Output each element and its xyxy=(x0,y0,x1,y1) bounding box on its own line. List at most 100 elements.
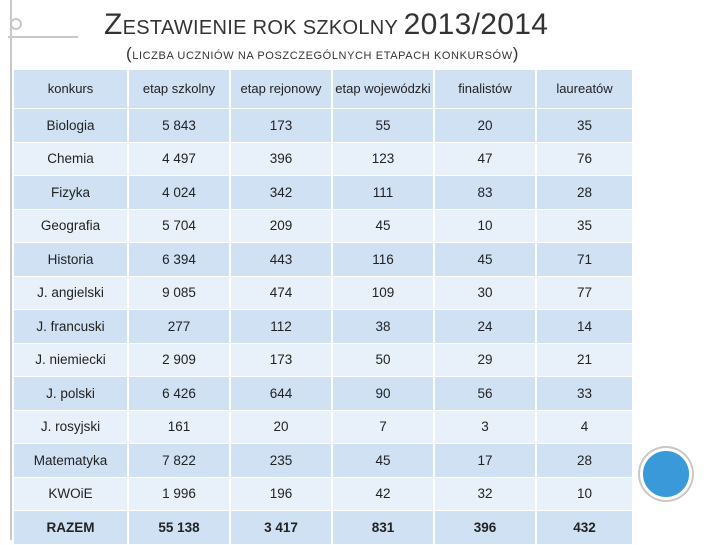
table-cell-value: 56 xyxy=(434,376,537,411)
table-cell-value: 209 xyxy=(230,209,333,243)
table-cell-value: 1 996 xyxy=(128,477,231,511)
top-decor-line xyxy=(8,36,78,38)
table-cell-value: 29 xyxy=(434,343,537,377)
table-cell-value: 10 xyxy=(536,477,634,511)
table-cell-label: RAZEM xyxy=(14,510,129,545)
table-total-row: RAZEM 55 138 3 417 831 396 432 xyxy=(14,510,634,545)
table-cell-value: 33 xyxy=(536,376,634,411)
table-cell-value: 6 394 xyxy=(128,242,231,277)
table-cell-value: 277 xyxy=(128,309,231,344)
table-cell-value: 55 xyxy=(332,108,435,143)
table-row: Biologia 5 843 173 55 20 35 xyxy=(14,108,634,143)
table-cell-value: 76 xyxy=(536,142,634,176)
table-cell-value: 5 843 xyxy=(128,108,231,143)
table-cell-value: 45 xyxy=(434,242,537,277)
table-cell-value: 831 xyxy=(332,510,435,545)
table-cell-value: 196 xyxy=(230,477,333,511)
title-first-letter: Z xyxy=(104,8,123,41)
table-cell-value: 20 xyxy=(230,410,333,444)
table-cell-value: 20 xyxy=(434,108,537,143)
table-cell-value: 4 497 xyxy=(128,142,231,176)
table-body: Biologia 5 843 173 55 20 35 Chemia 4 497 396 123 4… xyxy=(14,108,634,545)
table-cell-label: Historia xyxy=(14,242,129,277)
table-row: J. polski 6 426 644 90 56 33 xyxy=(14,376,634,411)
table-cell-label: Matematyka xyxy=(14,443,129,478)
table-row: Geografia 5 704 209 45 10 35 xyxy=(14,209,634,243)
page-subtitle: (LICZBA UCZNIÓW NA POSZCZEGÓLNYCH ETAPAC… xyxy=(126,44,519,64)
table-header-row: konkurs etap szkolny etap rejonowy etap … xyxy=(14,70,634,109)
header-etap-wojewodzki: etap wojewódzki xyxy=(332,70,435,109)
page-title: ZESTAWIENIE ROK SZKOLNY 2013/2014 xyxy=(104,8,548,42)
table-cell-value: 7 822 xyxy=(128,443,231,478)
table-cell-value: 644 xyxy=(230,376,333,411)
table-cell-label: J. angielski xyxy=(14,276,129,310)
decor-circle-icon xyxy=(10,18,22,30)
table-cell-value: 17 xyxy=(434,443,537,478)
table-cell-label: J. francuski xyxy=(14,309,129,344)
table-cell-value: 7 xyxy=(332,410,435,444)
title-year: 2013/2014 xyxy=(403,8,549,41)
table-cell-value: 45 xyxy=(332,443,435,478)
table-cell-value: 55 138 xyxy=(128,510,231,545)
table-cell-value: 396 xyxy=(434,510,537,545)
table-cell-value: 173 xyxy=(230,343,333,377)
table-cell-value: 109 xyxy=(332,276,435,310)
header-finalistow: finalistów xyxy=(434,70,537,109)
table-cell-value: 21 xyxy=(536,343,634,377)
table-cell-value: 111 xyxy=(332,175,435,210)
table-cell-value: 14 xyxy=(536,309,634,344)
table-cell-value: 474 xyxy=(230,276,333,310)
table-row: Chemia 4 497 396 123 47 76 xyxy=(14,142,634,176)
table-cell-label: Biologia xyxy=(14,108,129,143)
table-cell-label: Chemia xyxy=(14,142,129,176)
table-cell-value: 28 xyxy=(536,443,634,478)
table-cell-value: 35 xyxy=(536,209,634,243)
table-cell-value: 116 xyxy=(332,242,435,277)
table-cell-label: J. polski xyxy=(14,376,129,411)
table-cell-value: 3 xyxy=(434,410,537,444)
table-row: J. rosyjski 161 20 7 3 4 xyxy=(14,410,634,444)
table-cell-value: 2 909 xyxy=(128,343,231,377)
decor-blue-circle-icon xyxy=(640,448,692,500)
header-laureatow: laureatów xyxy=(536,70,634,109)
table-cell-label: Geografia xyxy=(14,209,129,243)
table-cell-value: 32 xyxy=(434,477,537,511)
table-cell-value: 10 xyxy=(434,209,537,243)
table-cell-value: 28 xyxy=(536,175,634,210)
table-cell-value: 4 024 xyxy=(128,175,231,210)
table-cell-value: 161 xyxy=(128,410,231,444)
table-row: Historia 6 394 443 116 45 71 xyxy=(14,242,634,277)
table-cell-value: 83 xyxy=(434,175,537,210)
table-cell-value: 90 xyxy=(332,376,435,411)
table-row: J. angielski 9 085 474 109 30 77 xyxy=(14,276,634,310)
table-row: J. niemiecki 2 909 173 50 29 21 xyxy=(14,343,634,377)
table-cell-value: 173 xyxy=(230,108,333,143)
table-cell-value: 4 xyxy=(536,410,634,444)
table-cell-label: KWOiE xyxy=(14,477,129,511)
table-cell-value: 35 xyxy=(536,108,634,143)
left-decor-line xyxy=(10,0,12,540)
table-cell-value: 5 704 xyxy=(128,209,231,243)
table-cell-label: J. niemiecki xyxy=(14,343,129,377)
table-cell-value: 45 xyxy=(332,209,435,243)
table-cell-value: 9 085 xyxy=(128,276,231,310)
table-cell-label: Fizyka xyxy=(14,175,129,210)
table-cell-value: 50 xyxy=(332,343,435,377)
table-row: Fizyka 4 024 342 111 83 28 xyxy=(14,175,634,210)
subtitle-text: LICZBA UCZNIÓW NA POSZCZEGÓLNYCH ETAPACH… xyxy=(132,50,513,62)
table-cell-value: 42 xyxy=(332,477,435,511)
table-cell-value: 6 426 xyxy=(128,376,231,411)
table-cell-value: 77 xyxy=(536,276,634,310)
table-cell-value: 71 xyxy=(536,242,634,277)
table-cell-value: 3 417 xyxy=(230,510,333,545)
table-cell-value: 38 xyxy=(332,309,435,344)
table-cell-value: 235 xyxy=(230,443,333,478)
table-cell-value: 342 xyxy=(230,175,333,210)
table-cell-value: 432 xyxy=(536,510,634,545)
table-row: J. francuski 277 112 38 24 14 xyxy=(14,309,634,344)
header-etap-szkolny: etap szkolny xyxy=(128,70,231,109)
table-cell-value: 47 xyxy=(434,142,537,176)
table-cell-value: 30 xyxy=(434,276,537,310)
header-etap-rejonowy: etap rejonowy xyxy=(230,70,333,109)
table-row: KWOiE 1 996 196 42 32 10 xyxy=(14,477,634,511)
